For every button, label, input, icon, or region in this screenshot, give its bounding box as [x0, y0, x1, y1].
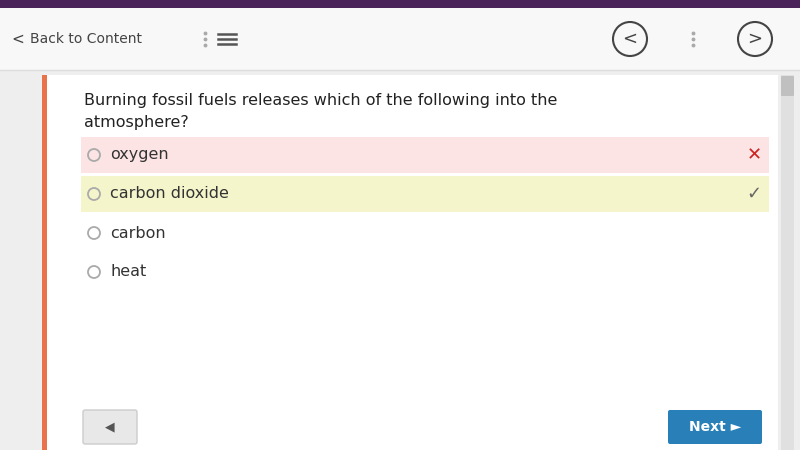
Text: <: <	[12, 32, 24, 46]
FancyBboxPatch shape	[668, 410, 762, 444]
Text: Next ►: Next ►	[689, 420, 741, 434]
Text: ✓: ✓	[746, 185, 762, 203]
Bar	[81, 137, 769, 173]
Text: oxygen: oxygen	[110, 148, 169, 162]
Text: carbon: carbon	[110, 225, 166, 240]
FancyBboxPatch shape	[781, 76, 794, 96]
Bar	[781, 75, 794, 450]
Bar	[0, 0, 800, 8]
Text: heat: heat	[110, 265, 146, 279]
Text: <: <	[622, 30, 638, 48]
Text: atmosphere?: atmosphere?	[84, 115, 189, 130]
Bar	[42, 75, 778, 450]
Text: carbon dioxide: carbon dioxide	[110, 186, 229, 202]
Text: ✕: ✕	[746, 146, 762, 164]
Text: Back to Content: Back to Content	[30, 32, 142, 46]
Text: ◀: ◀	[105, 420, 115, 433]
Bar	[0, 70, 800, 450]
Text: Burning fossil fuels releases which of the following into the: Burning fossil fuels releases which of t…	[84, 93, 558, 108]
Bar	[42, 75, 47, 450]
Text: >: >	[747, 30, 762, 48]
Bar	[81, 176, 769, 212]
Bar	[0, 8, 800, 70]
FancyBboxPatch shape	[83, 410, 137, 444]
